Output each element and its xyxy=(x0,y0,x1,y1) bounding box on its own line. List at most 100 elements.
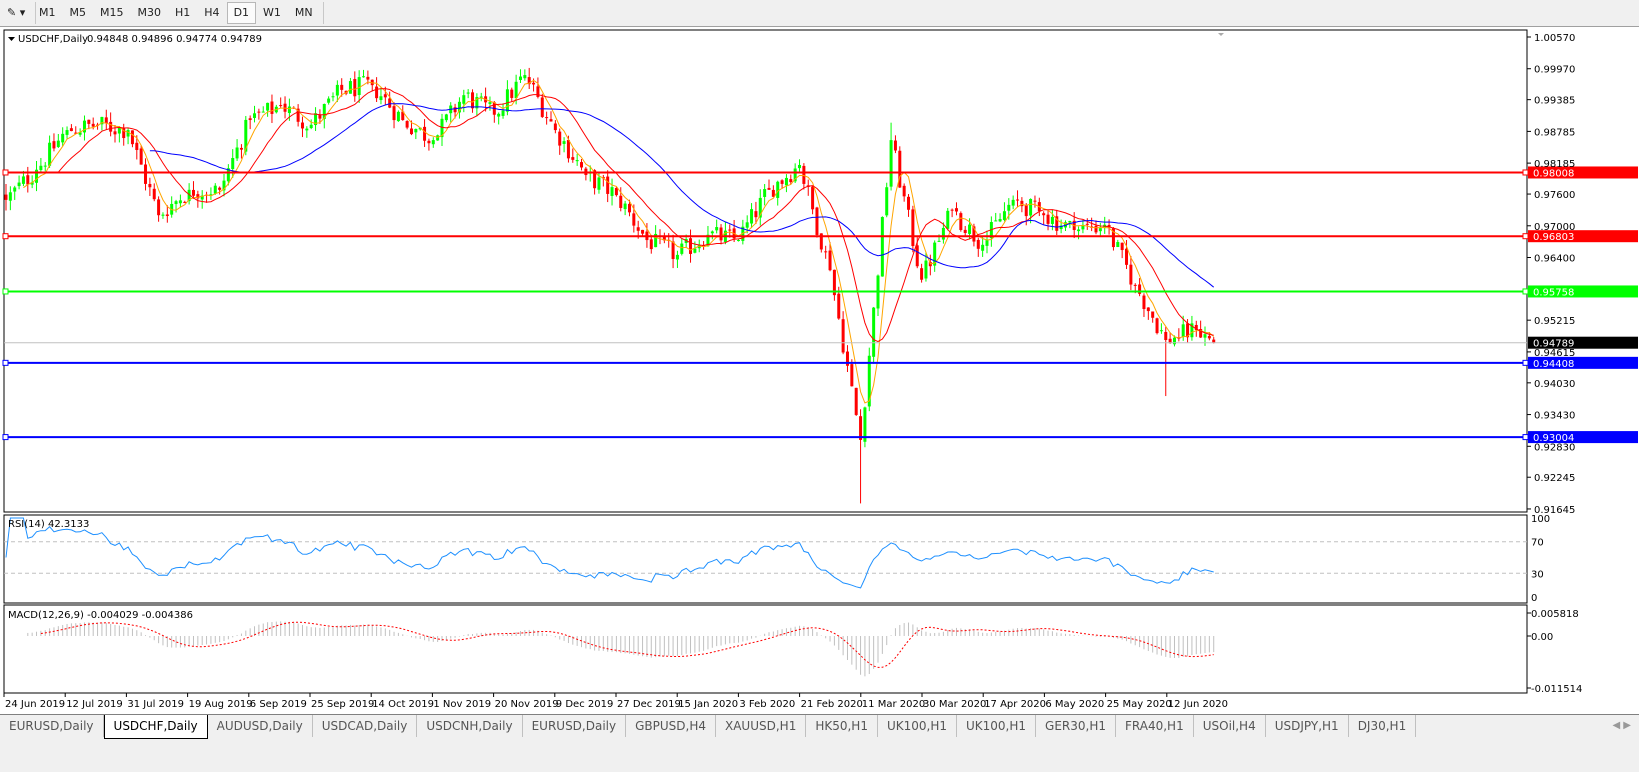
candle-body xyxy=(109,121,113,132)
chart-tab[interactable]: USDCNH,Daily xyxy=(417,715,523,737)
macd-label: MACD(12,26,9) -0.004029 -0.004386 xyxy=(8,610,193,621)
candle-body xyxy=(213,185,217,194)
candle-body xyxy=(30,182,34,185)
line-anchor-handle[interactable] xyxy=(2,233,9,240)
chart-tab[interactable]: AUDUSD,Daily xyxy=(208,715,313,737)
candle-body xyxy=(1203,334,1207,338)
candle-body xyxy=(61,133,65,143)
candle-body xyxy=(937,240,941,242)
line-anchor-handle[interactable] xyxy=(2,434,9,441)
chart-window[interactable]: 0.98008 0.96803 0.95758 0.94408 0.93004 0.947… xyxy=(0,0,1639,714)
candle-body xyxy=(654,233,658,248)
candle-body xyxy=(8,192,12,201)
candle-body xyxy=(841,319,845,353)
candle-body xyxy=(649,239,653,250)
timeframe-h4[interactable]: H4 xyxy=(204,6,220,19)
chart-tab[interactable]: USDCAD,Daily xyxy=(313,715,418,737)
chart-tab[interactable]: XAUUSD,H1 xyxy=(716,715,807,737)
candle-body xyxy=(780,180,784,184)
candle-body xyxy=(353,79,357,97)
drawing-tools-dropdown-icon[interactable]: ✎ ▾ xyxy=(7,6,26,19)
candle-body xyxy=(244,119,248,152)
line-anchor-handle[interactable] xyxy=(1522,359,1529,366)
candle-body xyxy=(671,241,675,260)
line-anchor-handle[interactable] xyxy=(1522,169,1529,176)
candle-body xyxy=(196,194,200,199)
line-anchor-handle[interactable] xyxy=(1522,233,1529,240)
candle-body xyxy=(553,123,557,131)
chart-tab[interactable]: EURUSD,Daily xyxy=(523,715,627,737)
date-axis-label: 31 Jul 2019 xyxy=(127,699,184,710)
timeframe-mn[interactable]: MN xyxy=(294,6,313,19)
candle-body xyxy=(253,113,257,118)
price-level-label: 0.95758 xyxy=(1533,287,1574,298)
status-bar xyxy=(0,739,1639,772)
timeframe-m15[interactable]: M15 xyxy=(100,6,124,19)
chart-tab[interactable]: USDCHF,Daily xyxy=(103,715,208,739)
chart-shift-marker-icon xyxy=(1218,33,1224,36)
candle-body xyxy=(39,165,43,171)
chart-tab[interactable]: FRA40,H1 xyxy=(1116,715,1194,737)
candle-body xyxy=(431,140,435,145)
candle-body xyxy=(318,114,322,119)
chart-tab[interactable]: USOil,H4 xyxy=(1194,715,1266,737)
candle-body xyxy=(135,142,139,150)
date-axis-label: 1 Nov 2019 xyxy=(433,699,491,710)
candle-body xyxy=(950,209,954,211)
chart-tab[interactable]: EURUSD,Daily xyxy=(0,715,104,737)
candle-body xyxy=(100,116,104,125)
candle-body xyxy=(388,98,392,108)
date-axis-label: 11 Mar 2020 xyxy=(862,699,925,710)
candle-body xyxy=(479,96,483,98)
chart-tab[interactable]: USDJPY,H1 xyxy=(1266,715,1349,737)
rsi-label: RSI(14) 42.3133 xyxy=(8,519,89,530)
candle-body xyxy=(444,114,448,121)
candle-body xyxy=(1111,228,1115,248)
candle-body xyxy=(1059,225,1063,230)
chart-tab[interactable]: UK100,H1 xyxy=(957,715,1037,737)
chart-tab[interactable]: HK50,H1 xyxy=(806,715,878,737)
current-price-label-bg xyxy=(1528,336,1638,349)
line-anchor-handle[interactable] xyxy=(1522,434,1529,441)
timeframe-m5[interactable]: M5 xyxy=(69,6,87,19)
candle-body xyxy=(793,168,797,182)
timeframe-d1[interactable]: D1 xyxy=(226,2,257,24)
macd-histogram xyxy=(27,621,1215,677)
candle-body xyxy=(183,201,187,203)
timeframe-h1[interactable]: H1 xyxy=(175,6,191,19)
price-axis-label: 0.93430 xyxy=(1534,411,1575,422)
chart-tab[interactable]: GER30,H1 xyxy=(1036,715,1116,737)
candle-body xyxy=(91,123,95,127)
candle-body xyxy=(366,76,370,80)
candle-body xyxy=(1194,324,1198,330)
price-level-label-bg xyxy=(1528,166,1638,179)
candle-body xyxy=(763,189,767,197)
price-axis-label: 0.98785 xyxy=(1534,127,1575,138)
candle-body xyxy=(562,141,566,144)
line-anchor-handle[interactable] xyxy=(2,169,9,176)
candle-body xyxy=(1164,331,1168,341)
candle-body xyxy=(471,92,475,109)
candle-body xyxy=(117,127,121,134)
tab-scroll-arrows-icon[interactable]: ◀ ▶ xyxy=(1612,720,1631,731)
candle-body xyxy=(758,197,762,218)
chart-tab[interactable]: GBPUSD,H4 xyxy=(626,715,716,737)
candle-body xyxy=(1050,216,1054,224)
timeframe-w1[interactable]: W1 xyxy=(263,6,281,19)
line-anchor-handle[interactable] xyxy=(2,288,9,295)
price-axis-label: 0.97000 xyxy=(1534,222,1575,233)
timeframe-toolbar: ✎ ▾ M1 M5 M15 M30 H1 H4 D1 W1 MN xyxy=(0,0,1639,27)
candle-body xyxy=(715,227,719,231)
line-anchor-handle[interactable] xyxy=(1522,288,1529,295)
timeframe-m1[interactable]: M1 xyxy=(39,6,56,19)
candle-body xyxy=(405,121,409,128)
line-anchor-handle[interactable] xyxy=(2,359,9,366)
candle-body xyxy=(392,106,396,121)
candle-body xyxy=(1168,338,1172,344)
candle-body xyxy=(907,196,911,210)
timeframe-m30[interactable]: M30 xyxy=(137,6,162,19)
chart-tab[interactable]: UK100,H1 xyxy=(878,715,957,737)
chart-tab[interactable]: DJ30,H1 xyxy=(1349,715,1417,737)
candle-body xyxy=(1151,311,1155,318)
candle-body xyxy=(641,229,645,234)
